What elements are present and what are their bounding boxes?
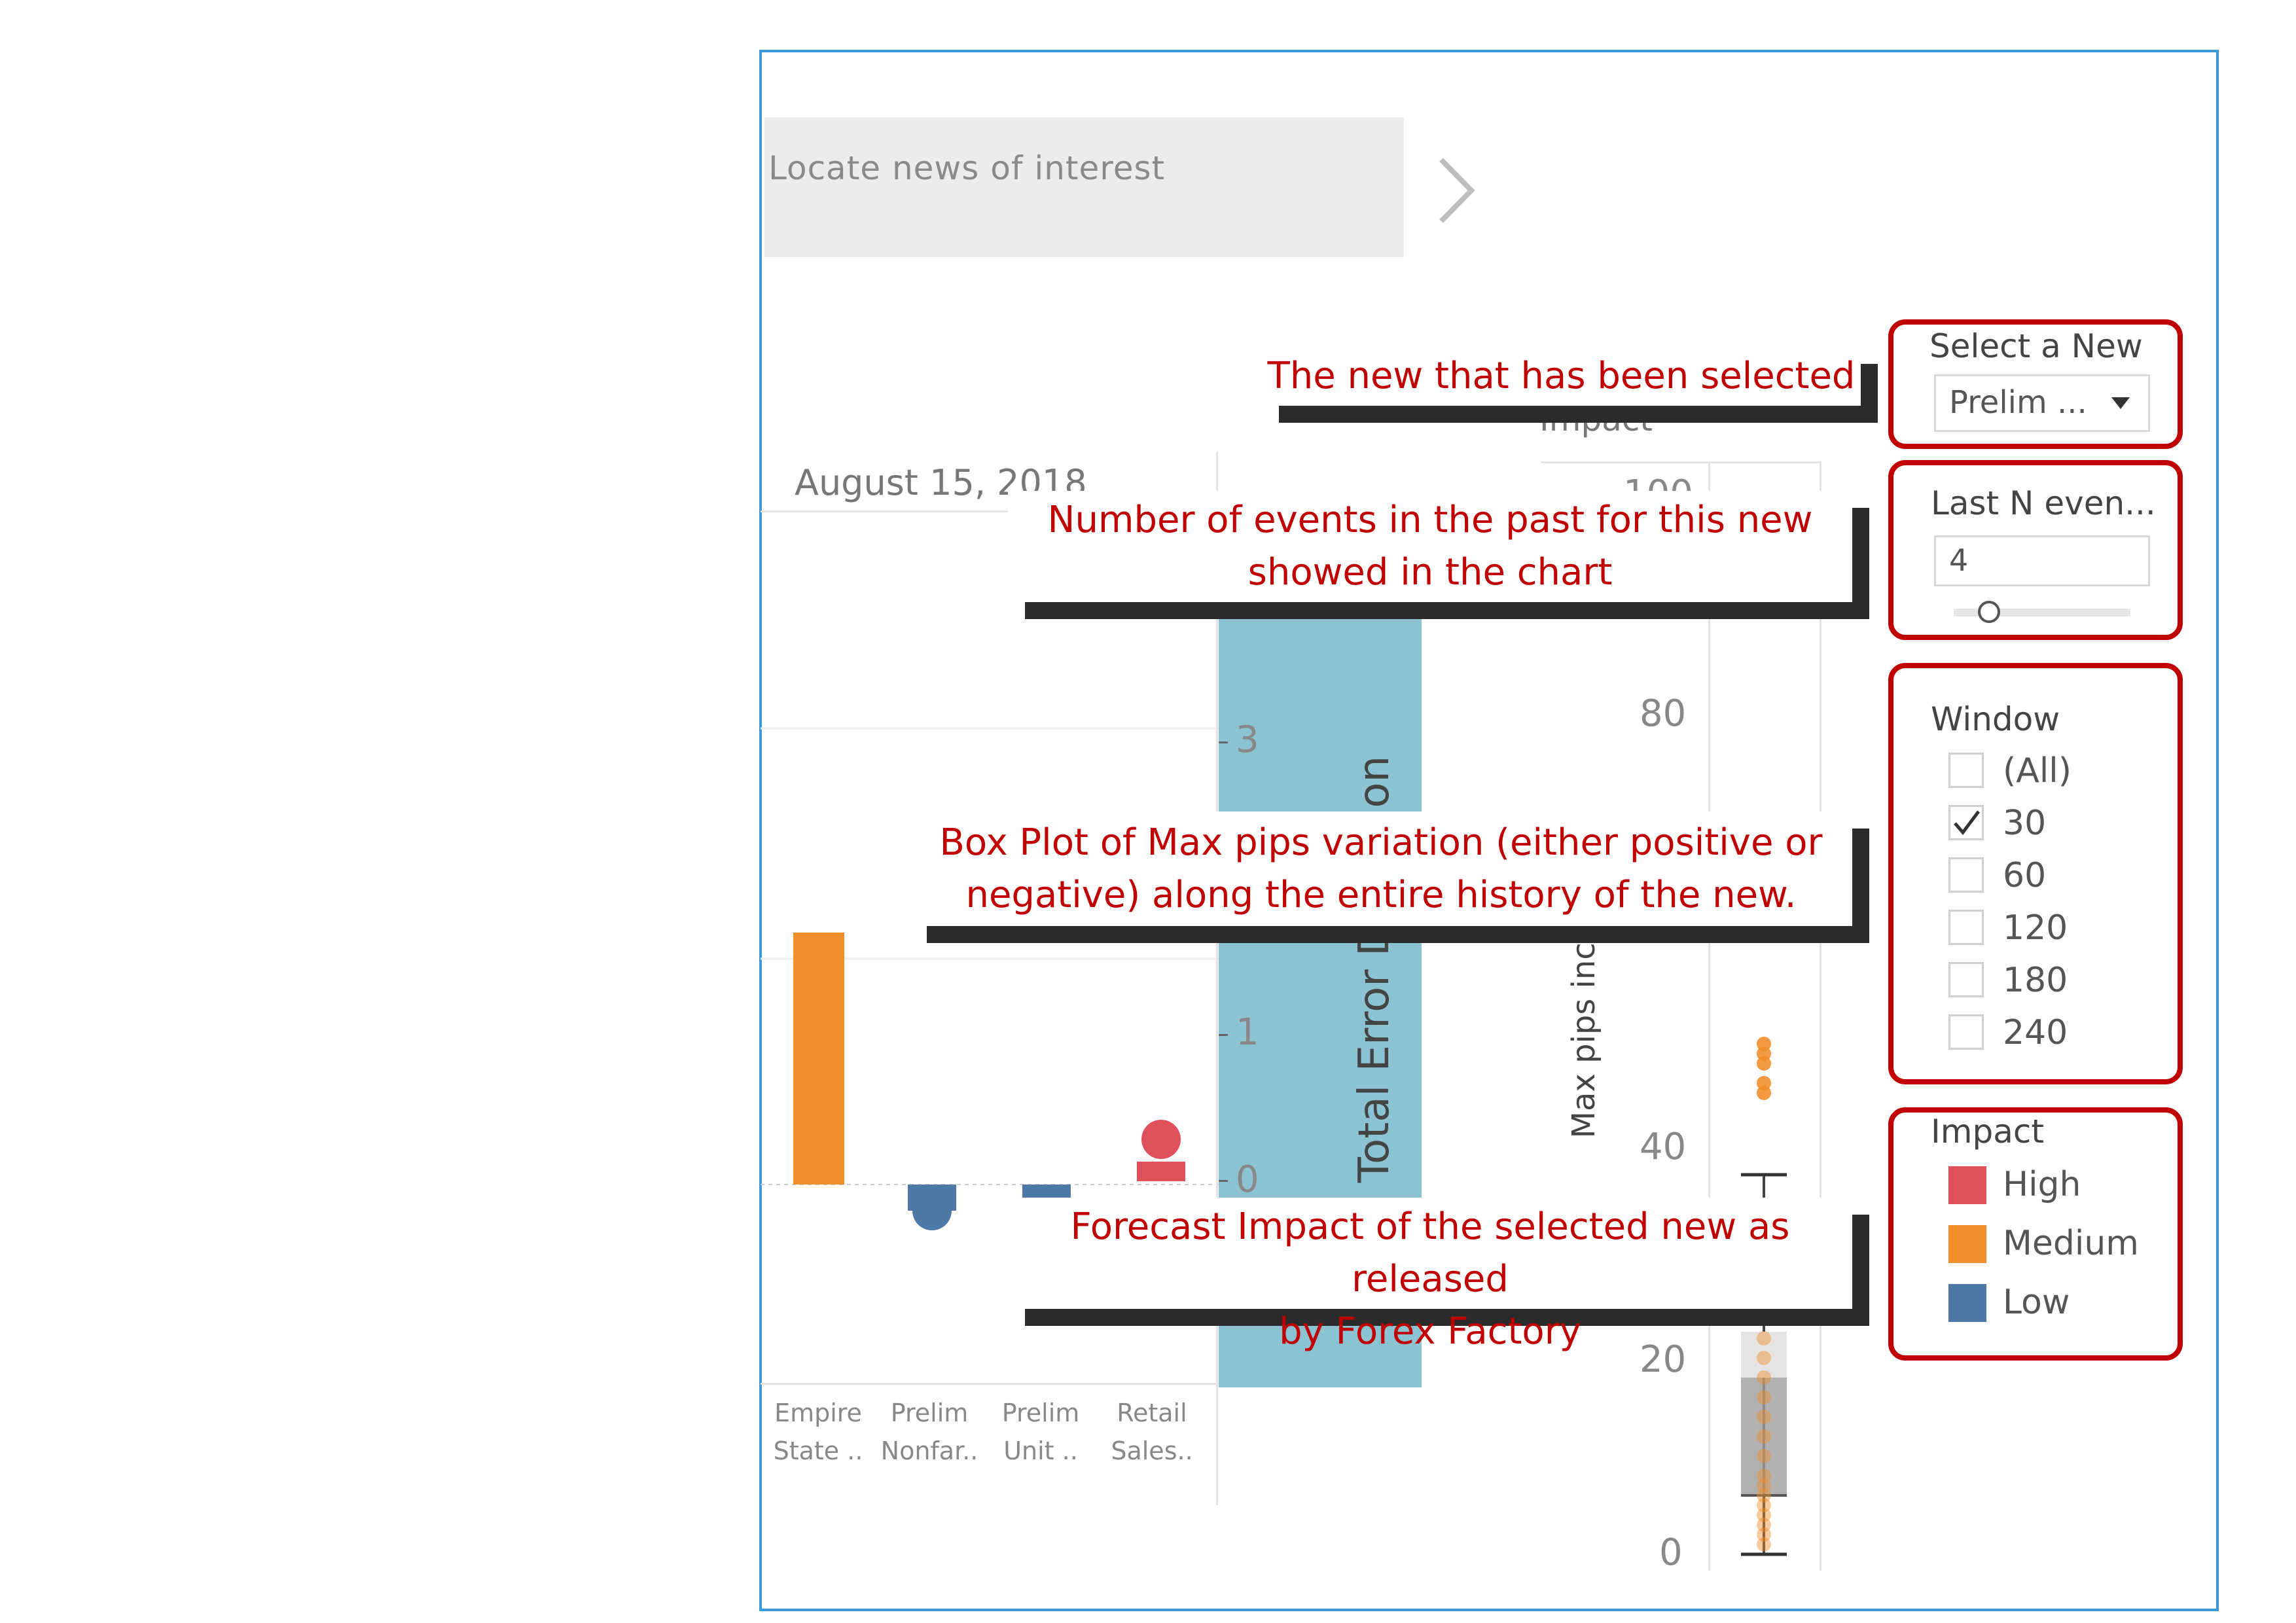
callout-events-count: Number of events in the past for this ne… [1008, 491, 1852, 602]
pips-box-plot [1741, 1037, 1787, 1556]
last-n-slider-handle[interactable] [1978, 601, 2000, 623]
pips-tick-80: 80 [1640, 692, 1687, 735]
legend-swatch-medium [1948, 1225, 1986, 1263]
pips-point [1757, 1498, 1771, 1512]
x-label-prelim-unit: Prelim Unit .. [1001, 1399, 1080, 1465]
chevron-right-icon[interactable] [1433, 154, 1479, 226]
select-new-value: Prelim ... [1949, 384, 2087, 421]
pips-tick-0: 0 [1659, 1531, 1683, 1574]
window-label-120: 120 [2003, 908, 2068, 948]
checkmark-icon [1954, 810, 1980, 835]
window-checkbox-all[interactable] [1948, 753, 1984, 788]
window-label-30: 30 [2003, 804, 2047, 843]
error-tick-3: 3 [1236, 719, 1259, 761]
pips-point [1757, 1537, 1771, 1552]
window-label-240: 240 [2003, 1013, 2068, 1052]
window-checkbox-120[interactable] [1948, 910, 1984, 945]
pips-point [1757, 1410, 1771, 1424]
impact-legend-panel [1888, 1107, 2183, 1361]
dropdown-arrow-icon [2111, 397, 2130, 409]
callout-selected-new: The new that has been selected [1262, 347, 1861, 406]
select-new-dropdown[interactable]: Prelim ... [1934, 374, 2150, 432]
callout-box-plot: Box Plot of Max pips variation (either p… [910, 812, 1852, 926]
pips-point [1757, 1370, 1771, 1385]
x-label-empire: Empire State .. [773, 1399, 863, 1465]
window-title: Window [1931, 700, 2060, 738]
search-box[interactable] [764, 117, 1404, 257]
pips-point [1757, 1086, 1771, 1100]
error-axis-title: Total Error Deviation [1350, 755, 1399, 1183]
pips-point [1757, 1508, 1771, 1522]
window-label-all: (All) [2003, 751, 2072, 791]
legend-swatch-low [1948, 1284, 1986, 1322]
pips-point [1757, 1449, 1771, 1463]
window-checkbox-60[interactable] [1948, 857, 1984, 893]
pips-point [1757, 1469, 1771, 1483]
pips-point [1757, 1527, 1771, 1542]
last-n-value: 4 [1949, 543, 1969, 578]
divider [761, 510, 1219, 512]
pips-point [1757, 1056, 1771, 1071]
window-checkbox-30[interactable] [1948, 805, 1984, 840]
legend-swatch-high [1948, 1166, 1986, 1204]
last-n-input[interactable]: 4 [1934, 535, 2150, 586]
pips-point [1757, 1331, 1771, 1346]
window-label-180: 180 [2003, 961, 2068, 1000]
pips-point [1757, 1390, 1771, 1404]
window-panel [1888, 663, 2183, 1084]
pips-tick-20: 20 [1640, 1338, 1687, 1381]
legend-label-high: High [2003, 1165, 2081, 1204]
bar-empire-state [793, 933, 844, 1185]
error-tick-1: 1 [1236, 1011, 1259, 1054]
impact-legend-title: Impact [1931, 1113, 2044, 1150]
callout-forecast-impact: Forecast Impact of the selected new as r… [1008, 1198, 1852, 1353]
window-checkbox-240[interactable] [1948, 1014, 1984, 1050]
pips-point [1757, 1488, 1771, 1503]
pips-point [1757, 1478, 1771, 1493]
pane-divider [1216, 452, 1218, 1505]
impact-header-fragment: Impact [1539, 401, 1653, 438]
x-label-retail-sales: Retail Sales.. [1111, 1399, 1193, 1465]
window-label-60: 60 [2003, 856, 2047, 895]
x-label-prelim-nonfarm: Prelim Nonfar.. [880, 1399, 978, 1465]
legend-label-low: Low [2003, 1283, 2070, 1322]
window-checkbox-180[interactable] [1948, 962, 1984, 997]
bar-retail-sales-cap [1141, 1120, 1181, 1159]
axis-divider [761, 1383, 1219, 1385]
bar-retail-sales [1137, 1162, 1185, 1181]
pips-point [1757, 1429, 1771, 1444]
pips-tick-40: 40 [1640, 1126, 1687, 1168]
error-tick-0: 0 [1236, 1158, 1259, 1201]
pips-point [1757, 1518, 1771, 1532]
legend-label-medium: Medium [2003, 1224, 2139, 1263]
select-new-title: Select a New [1929, 327, 2143, 365]
bar-prelim-nonfarm-cap [912, 1191, 952, 1230]
search-placeholder: Locate news of interest [768, 149, 1166, 187]
pips-point [1757, 1351, 1771, 1365]
dashboard-frame [759, 50, 2219, 1611]
last-n-title: Last N even... [1931, 484, 2156, 522]
